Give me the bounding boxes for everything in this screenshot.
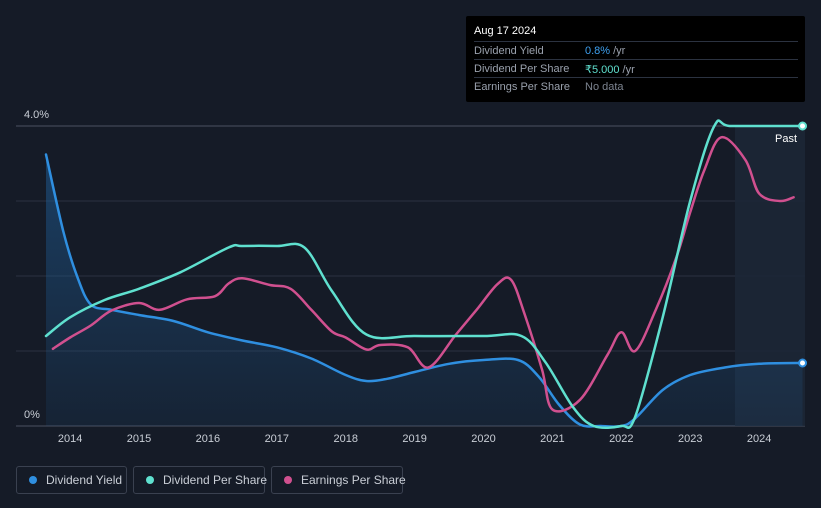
hover-tooltip: Aug 17 2024 Dividend Yield 0.8%/yr Divid… [466, 16, 805, 102]
x-tick-label: 2019 [402, 433, 426, 445]
x-tick-label: 2016 [196, 433, 220, 445]
end-marker [798, 358, 808, 368]
dividend-per-share-line [44, 119, 804, 430]
tooltip-value: ₹5.000/yr [585, 63, 635, 76]
axis-ticks: 2014 2015 2016 2017 2018 2019 2020 2021 2022 2023… [24, 109, 771, 445]
tooltip-unit: /yr [622, 64, 635, 76]
tooltip-value-text: ₹5.000 [585, 64, 620, 76]
tooltip-value-text: No data [585, 81, 624, 93]
x-tick-label: 2022 [609, 433, 633, 445]
end-markers [798, 121, 808, 368]
dividend-yield-area [46, 154, 803, 427]
legend-dot [146, 476, 154, 484]
dividend-yield-line [44, 153, 804, 428]
legend-label: Dividend Yield [46, 473, 123, 487]
tooltip-label: Dividend Yield [474, 45, 544, 57]
x-tick-label: 2015 [127, 433, 151, 445]
x-tick-label: 2021 [540, 433, 564, 445]
tooltip-label: Dividend Per Share [474, 63, 570, 75]
tooltip-row-dividend-per-share: Dividend Per Share ₹5.000/yr [474, 59, 798, 78]
x-tick-label: 2018 [333, 433, 357, 445]
x-tick-label: 2014 [58, 433, 82, 445]
x-tick-label: 2020 [471, 433, 495, 445]
tooltip-value-text: 0.8% [585, 45, 611, 57]
y-tick-label: 4.0% [24, 109, 49, 121]
earnings-per-share-line [51, 136, 795, 413]
tooltip-date: Aug 17 2024 [474, 25, 537, 37]
past-label: Past [775, 133, 797, 145]
legend-label: Dividend Per Share [163, 473, 268, 487]
y-tick-label: 0% [24, 409, 40, 421]
legend-dividend-per-share[interactable]: Dividend Per Share [133, 466, 268, 494]
tooltip-value: 0.8%/yr [585, 45, 625, 57]
x-tick-label: 2024 [747, 433, 771, 445]
tooltip-row-earnings-per-share: Earnings Per Share No data [474, 77, 798, 96]
legend-dot [29, 476, 37, 484]
tooltip-label: Earnings Per Share [474, 81, 570, 93]
tooltip-value: No data [585, 81, 627, 93]
series-lines [44, 119, 804, 430]
legend-label: Earnings Per Share [301, 473, 406, 487]
tooltip-row-dividend-yield: Dividend Yield 0.8%/yr [474, 41, 798, 60]
legend-dividend-yield[interactable]: Dividend Yield [16, 466, 127, 494]
legend-earnings-per-share[interactable]: Earnings Per Share [271, 466, 406, 494]
x-tick-label: 2023 [678, 433, 702, 445]
legend-dot [284, 476, 292, 484]
x-tick-label: 2017 [265, 433, 289, 445]
tooltip-unit: /yr [613, 45, 626, 57]
end-marker [798, 121, 808, 131]
